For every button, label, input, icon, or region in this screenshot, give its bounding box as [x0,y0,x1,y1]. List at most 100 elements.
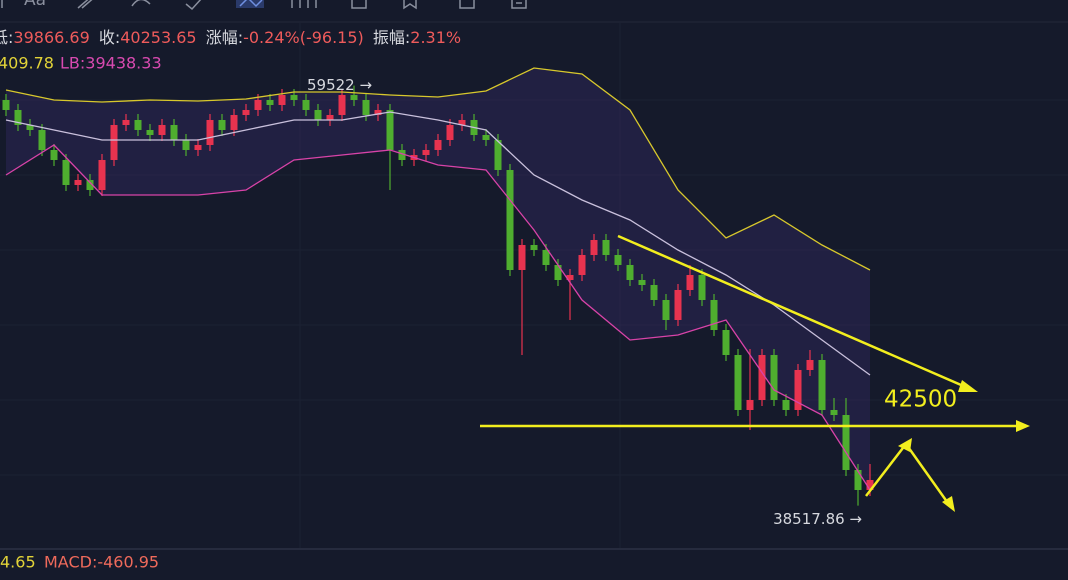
arrow-head [942,496,955,512]
trend-line [617,234,969,390]
candle-body [710,300,718,330]
plot-area: 59522 → 38517.86 → [2,67,874,528]
band-lower-info: LB:39438.33 [60,54,162,73]
candle-body [338,95,346,115]
candle-body [830,410,838,415]
candle-body [494,140,502,170]
candle-body [302,100,310,110]
candle-body [182,140,190,150]
candle-body [794,370,802,410]
toolbar-icon-active[interactable] [236,0,264,8]
arrow-head [898,438,912,452]
info-label: 涨幅: [206,28,243,47]
candle-body [2,100,10,110]
candle-body [746,400,754,410]
candle-body [734,355,742,410]
candle-body [122,120,130,125]
candle-body [650,285,658,300]
candle-body [782,400,790,410]
candle-body [590,240,598,255]
candle-body [110,125,118,160]
candle-body [698,275,706,300]
candle-body [686,275,694,290]
candle-body [506,170,514,270]
candle-body [566,275,574,280]
candle-body [26,125,34,130]
toolbar-icon[interactable] [77,0,96,9]
candle-body [866,480,874,490]
info-value: 39866.69 [13,28,89,47]
candle-body [290,95,298,100]
candle-body [14,110,22,125]
arrow-head [1016,420,1030,432]
candle-body [758,355,766,400]
candle-body [554,265,562,280]
candle-body [218,120,226,130]
candle-body [254,100,262,110]
candle-body [158,125,166,135]
band-fill [6,68,870,490]
band-upper-info: 409.78 [0,54,54,73]
band-line [5,144,871,491]
band-line [5,67,871,271]
candle-body [806,360,814,370]
candle-body [446,125,454,140]
candle-body [50,150,58,160]
font-button[interactable]: Aa [24,0,46,10]
candle-body [674,290,682,320]
toolbar-icon[interactable] [239,0,263,8]
toolbar: Aa [1,0,527,11]
candle-body [38,130,46,150]
info-label: 振幅: [373,28,410,47]
candle-body [542,250,550,265]
drawings [617,234,978,512]
macd-info: MACD:-460.95 [44,553,159,572]
info-label: 低: [0,28,13,47]
candle-body [194,145,202,150]
candle-body [434,140,442,150]
candle-body [578,255,586,275]
candle-body [518,245,526,270]
candle-body [722,330,730,355]
candle-body [62,160,70,185]
toolbar-icon[interactable] [291,0,317,8]
high-annotation: 59522 → [307,76,372,94]
toolbar-icon[interactable] [351,0,367,9]
candle-body [818,360,826,410]
candle-body [170,125,178,140]
candle-body [662,300,670,320]
candle-body [98,160,106,190]
candle-body [482,135,490,140]
candle-body [266,100,274,105]
candle-body [362,100,370,115]
candle-body [770,355,778,400]
candle-body [422,150,430,155]
candle-body [350,95,358,100]
candle-body [842,415,850,470]
toolbar-icon[interactable] [131,0,151,7]
candle-body [638,280,646,285]
candle-body [134,120,142,130]
band-line [5,111,871,376]
toolbar-icon[interactable] [403,0,417,10]
arrow-head [958,380,978,392]
candle-body [854,470,862,490]
toolbar-icon[interactable] [459,0,475,9]
candle-body [314,110,322,120]
candle-body [374,110,382,115]
candle-body [242,110,250,115]
macd-dif-info: 4.65 [0,553,36,572]
toolbar-icon[interactable] [511,0,527,9]
toolbar-icon[interactable] [185,0,202,11]
candle-body [602,240,610,255]
candle-body [398,150,406,160]
candle-body [278,95,286,105]
info-value: -0.24%(-96.15) [243,28,364,47]
candle-body [326,115,334,120]
candle-body [458,120,466,125]
candle-body [86,180,94,190]
info-label: 收: [99,28,120,47]
info-value: 40253.65 [120,28,196,47]
